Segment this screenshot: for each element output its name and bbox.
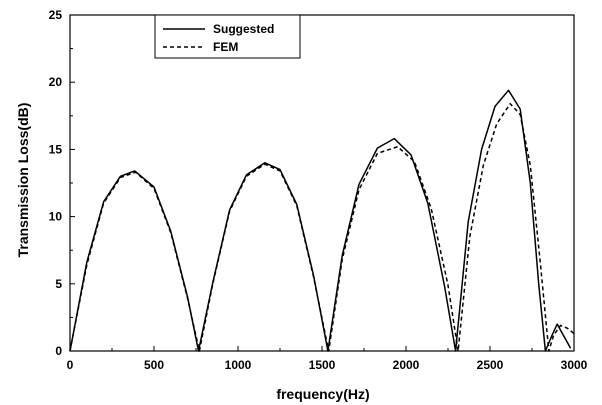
x-tick-label: 500 bbox=[144, 358, 164, 372]
y-tick-label: 0 bbox=[55, 344, 62, 358]
series-layer bbox=[69, 89, 575, 352]
legend-label-fem: FEM bbox=[213, 40, 238, 54]
x-tick-label: 0 bbox=[67, 358, 74, 372]
y-tick-label: 25 bbox=[49, 8, 63, 22]
series-line-fem bbox=[69, 102, 575, 352]
legend-box bbox=[154, 14, 301, 59]
plot-area bbox=[69, 14, 575, 352]
x-tick-label: 3000 bbox=[561, 358, 588, 372]
x-tick-label: 2500 bbox=[477, 358, 504, 372]
axes-layer: 0 500 1000 1500 2000 2500 3000 0 5 10 15 20 25 bbox=[49, 8, 588, 372]
y-tick-label: 5 bbox=[55, 277, 62, 291]
x-tick-label: 2000 bbox=[393, 358, 420, 372]
y-axis-label: Transmission Loss(dB) bbox=[15, 103, 31, 258]
y-tick-label: 20 bbox=[49, 75, 63, 89]
x-axis-label: frequency(Hz) bbox=[276, 386, 369, 402]
legend-label-suggested: Suggested bbox=[213, 22, 274, 36]
x-tick-label: 1500 bbox=[309, 358, 336, 372]
y-tick-label: 15 bbox=[49, 142, 63, 156]
legend: Suggested FEM bbox=[154, 14, 301, 59]
plot-frame bbox=[69, 14, 575, 352]
x-tick-label: 1000 bbox=[225, 358, 252, 372]
y-tick-label: 10 bbox=[49, 210, 63, 224]
